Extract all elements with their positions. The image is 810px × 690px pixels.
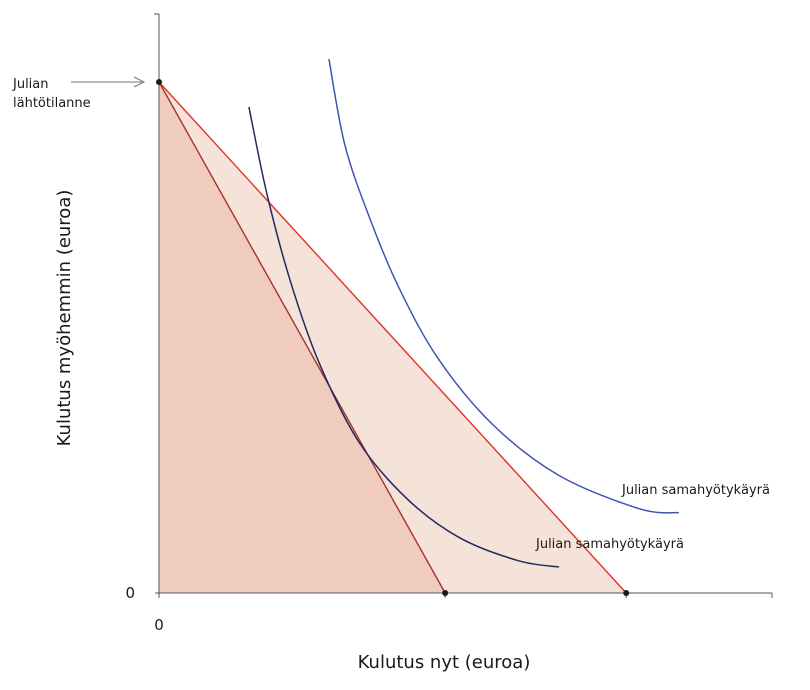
start-label-line-2: lähtötilanne [13, 96, 91, 111]
indifference-curve-2 [328, 58, 679, 514]
points [156, 79, 630, 596]
point-1 [156, 79, 162, 85]
indifference-curves [248, 58, 679, 568]
start-label-line-1: Julian [12, 77, 49, 92]
budget-line-1 [158, 81, 446, 594]
budget-line-2 [158, 81, 627, 594]
indifference-curve-1 [248, 106, 560, 568]
y-axis-title: Kulutus myöhemmin (euroa) [54, 190, 75, 447]
x-axis-title: Kulutus nyt (euroa) [358, 652, 531, 673]
point-3 [623, 590, 630, 596]
budget-lines [158, 81, 627, 594]
x-tick-label-0: 0 [154, 616, 164, 634]
y-tick-label-0: 0 [125, 584, 135, 602]
point-2 [442, 590, 449, 596]
curve-1-label: Julian samahyötykäyrä [535, 537, 684, 552]
axis-ticks [158, 593, 627, 598]
curve-2-label: Julian samahyötykäyrä [621, 483, 770, 498]
start-arrow [71, 76, 146, 88]
